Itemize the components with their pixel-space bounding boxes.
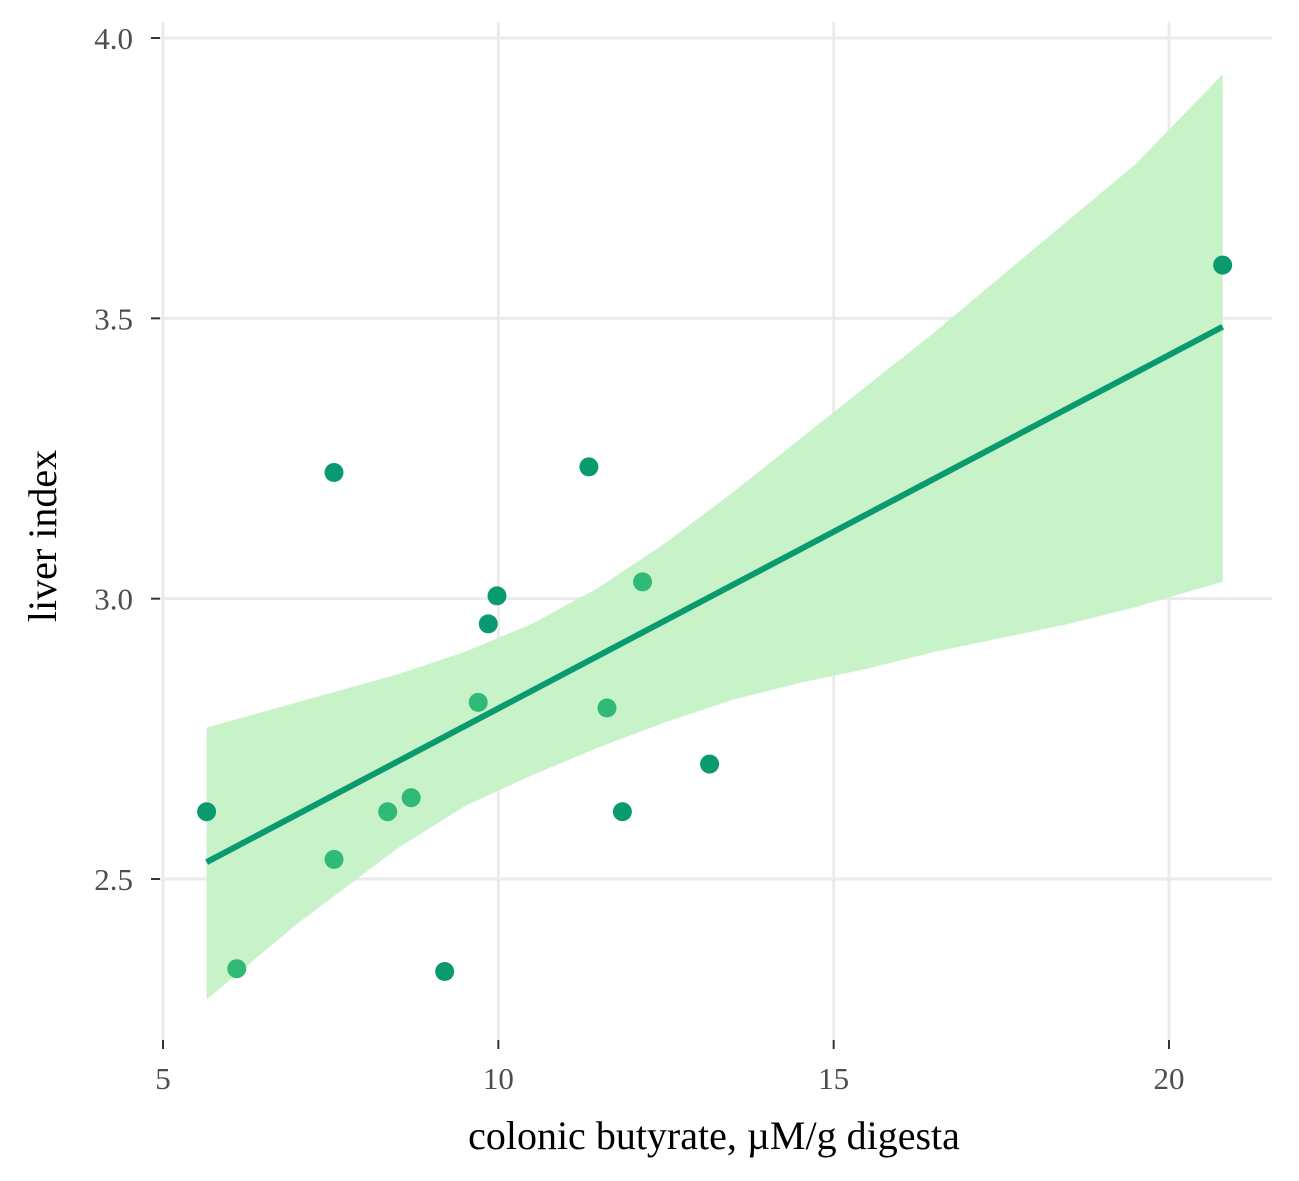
data-point [478, 614, 498, 634]
data-point [487, 586, 507, 606]
data-point [401, 788, 421, 808]
y-tick-label: 2.5 [94, 862, 133, 897]
data-point [378, 802, 398, 822]
confidence-band [206, 74, 1223, 1000]
y-axis-ticks: 2.5 3.0 3.5 4.0 [94, 21, 160, 897]
data-point [324, 849, 344, 869]
data-point [633, 572, 653, 592]
y-axis-title: liver index [20, 450, 65, 622]
data-point [197, 802, 217, 822]
data-point [1213, 255, 1233, 275]
trend-line-layer [205, 324, 1225, 865]
confidence-band-layer [206, 74, 1223, 1000]
x-tick-label: 20 [1154, 1061, 1185, 1096]
data-point [324, 463, 344, 483]
x-tick-label: 10 [483, 1061, 514, 1096]
y-tick-label: 3.0 [94, 582, 133, 617]
data-point [227, 959, 247, 979]
data-point [579, 457, 599, 477]
data-point [612, 802, 632, 822]
data-point [597, 698, 617, 718]
x-tick-label: 5 [155, 1061, 171, 1096]
data-point [700, 754, 720, 774]
data-points [197, 255, 1233, 982]
x-axis-ticks: 5 10 15 20 [155, 1040, 1185, 1096]
y-tick-label: 3.5 [94, 301, 133, 336]
data-point [468, 692, 488, 712]
x-axis-title: colonic butyrate, µM/g digesta [468, 1113, 960, 1158]
trend-line [205, 324, 1225, 865]
y-tick-label: 4.0 [94, 21, 133, 56]
data-point [435, 962, 455, 982]
x-tick-label: 15 [818, 1061, 849, 1096]
